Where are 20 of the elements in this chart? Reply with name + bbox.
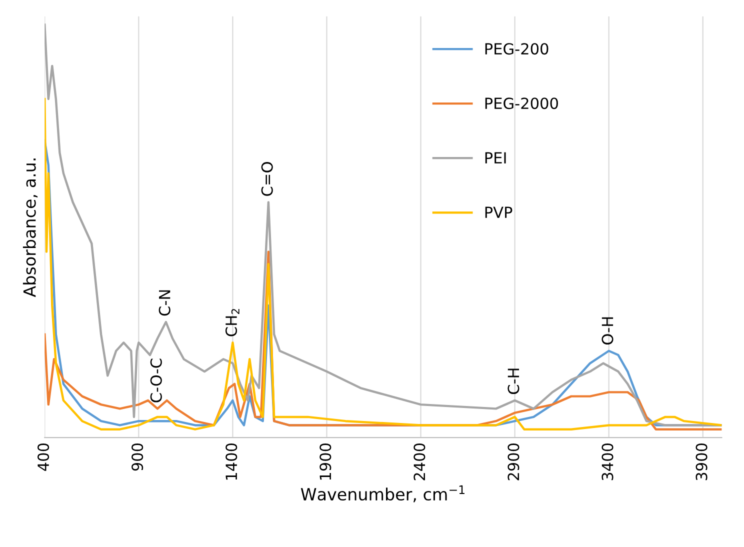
legend-label: PEG-200 [485, 43, 548, 55]
y-axis-title: Absorbance, a.u. [22, 158, 38, 298]
x-tick-label: 3400 [602, 443, 614, 480]
annotation: C-O-C [150, 358, 162, 402]
legend-label: PEI [485, 152, 506, 164]
x-tick-label: 3900 [696, 443, 708, 480]
legend-label: PEG-2000 [485, 98, 558, 110]
legend-label: PVP [485, 206, 512, 218]
x-tick-label: 2900 [508, 443, 520, 480]
x-tick-label: 2400 [414, 443, 426, 480]
annotation: O-H [602, 317, 614, 344]
x-tick-label: 400 [38, 443, 50, 471]
x-tick-label: 900 [132, 443, 144, 471]
annotation: CH$_{2}$ [225, 309, 240, 336]
x-tick-label: 1400 [226, 443, 238, 480]
x-tick-label: 1900 [320, 443, 332, 480]
annotation: C-H [508, 368, 520, 394]
x-axis-title: Wavenumber, cm$^{−1}$ [300, 485, 464, 502]
annotation: C-N [158, 290, 170, 316]
annotation: C=O [261, 162, 273, 196]
